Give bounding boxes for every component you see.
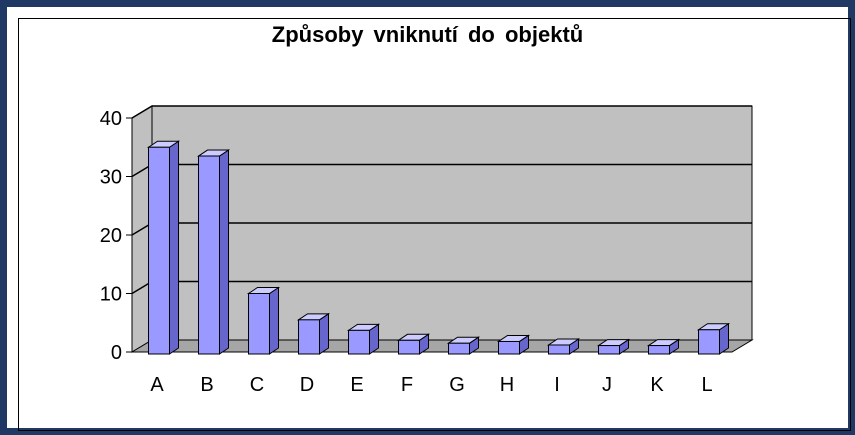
bar xyxy=(646,338,681,355)
bar-side xyxy=(169,140,179,355)
bar xyxy=(246,286,281,355)
bar-front xyxy=(348,329,370,355)
bar-front xyxy=(198,155,220,355)
x-tick-label: E xyxy=(350,374,363,396)
x-tick-label: D xyxy=(300,374,314,396)
x-tick-labels: A B C D E F G H I J K L xyxy=(150,374,712,396)
bar xyxy=(546,338,581,355)
bar-front xyxy=(648,345,670,355)
bars xyxy=(146,140,731,355)
x-tick-label: J xyxy=(602,374,612,396)
bar-front xyxy=(398,339,420,355)
y-tick-label: 20 xyxy=(100,225,122,247)
bar-front xyxy=(148,146,170,355)
bar-side xyxy=(319,312,329,355)
gridline xyxy=(131,105,752,119)
bar xyxy=(696,322,731,355)
y-tick-label: 40 xyxy=(100,108,122,130)
y-tick-labels: 0 10 20 30 40 xyxy=(100,108,122,364)
bar-front xyxy=(298,319,320,355)
x-tick-label: H xyxy=(500,374,514,396)
x-tick-label: I xyxy=(554,374,560,396)
bar xyxy=(496,334,531,355)
bar xyxy=(296,312,331,355)
bar-side xyxy=(219,149,229,355)
bar-front xyxy=(498,340,520,355)
x-tick-label: B xyxy=(200,374,213,396)
bar xyxy=(396,333,431,355)
x-tick-label: F xyxy=(401,374,413,396)
x-tick-label: L xyxy=(701,374,712,396)
x-tick-label: G xyxy=(449,374,465,396)
y-axis xyxy=(126,117,732,353)
bar xyxy=(596,338,631,355)
chart-inner-border xyxy=(18,18,851,431)
bar-front xyxy=(598,345,620,355)
y-tick-label: 0 xyxy=(111,342,122,364)
chart-title: Způsoby vniknutí do objektů xyxy=(271,22,584,47)
x-tick-label: K xyxy=(650,374,664,396)
x-tick-label: A xyxy=(150,374,164,396)
bar xyxy=(146,140,181,355)
bar xyxy=(196,149,231,355)
x-tick-label: C xyxy=(250,374,264,396)
y-tick-label: 10 xyxy=(100,284,122,306)
bar-side xyxy=(269,286,279,355)
bar xyxy=(446,336,481,355)
bar-front xyxy=(248,293,270,355)
y-tick-label: 30 xyxy=(100,167,122,189)
bar-front xyxy=(448,342,470,355)
bar xyxy=(346,323,381,355)
bar-front xyxy=(548,344,570,355)
bar-front xyxy=(698,329,720,355)
